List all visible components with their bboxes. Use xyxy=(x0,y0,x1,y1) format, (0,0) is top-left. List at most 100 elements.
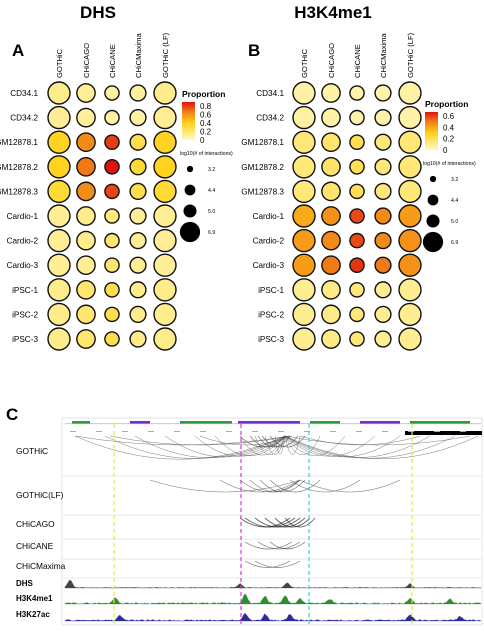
legend-color-title: Proportion xyxy=(182,89,225,99)
dot-cell xyxy=(374,281,392,299)
column-label: CHiCANE xyxy=(353,44,362,78)
dot-cell xyxy=(153,228,177,253)
color-tick: 0.4 xyxy=(200,119,212,128)
legend-h3k4me1: Proportion 0.6 0.4 0.2 0 log10(# of interacti… xyxy=(422,99,476,253)
color-tick: 0 xyxy=(443,146,448,155)
dot-cell xyxy=(374,182,392,201)
color-tick: 0.6 xyxy=(443,112,455,121)
color-ramp xyxy=(425,112,438,150)
dot-cell xyxy=(374,305,392,324)
size-key xyxy=(184,184,196,196)
column-label: CHiCAGO xyxy=(327,43,336,78)
dot-cell xyxy=(349,109,365,126)
color-tick: 0 xyxy=(200,136,205,145)
row-label: Cardio-2 xyxy=(7,237,39,246)
dot-cell xyxy=(129,281,147,299)
dot-cell xyxy=(76,329,96,349)
dot-cell xyxy=(104,232,120,249)
track-label: GOTHiC(LF) xyxy=(16,490,64,500)
ruler-tick xyxy=(200,431,206,432)
dot-cell xyxy=(321,304,341,325)
dot-cell xyxy=(104,208,120,224)
signal-label: H3K4me1 xyxy=(16,594,53,603)
dot-cell xyxy=(129,256,147,274)
dot-cell xyxy=(292,130,316,154)
dot-cell xyxy=(76,132,96,153)
legend-size-title: log10(# of interactions) xyxy=(423,161,476,167)
dot-cell xyxy=(129,158,147,176)
dotplot-dhs: GOTHiC CHiCAGO CHiCANE CHiCMaxima GOTHiC (LF… xyxy=(0,32,177,351)
dot-cell xyxy=(129,133,147,151)
dot-cell xyxy=(104,306,120,323)
column-label: GOTHiC (LF) xyxy=(406,32,415,78)
dot-cell xyxy=(321,156,341,177)
row-label: iPSC-3 xyxy=(258,335,284,344)
row-label: Cardio-3 xyxy=(7,261,39,270)
gene-block xyxy=(130,421,150,424)
column-label: CHiCMaxima xyxy=(379,33,388,78)
row-label: iPSC-3 xyxy=(12,335,38,344)
dot-cell xyxy=(292,155,316,179)
dot-cell xyxy=(76,230,96,251)
size-tick: 4.4 xyxy=(208,188,215,194)
interaction-arc xyxy=(299,479,401,493)
column-label: CHiCANE xyxy=(108,44,117,78)
row-label: iPSC-2 xyxy=(12,310,38,319)
dot-cell xyxy=(398,302,422,327)
dot-cell xyxy=(76,304,96,325)
dot-cell xyxy=(104,109,120,126)
dot-cell xyxy=(398,179,422,204)
dot-cell xyxy=(292,204,316,228)
color-tick: 0.6 xyxy=(200,111,212,120)
dot-cell xyxy=(47,302,71,327)
dot-cell xyxy=(398,278,422,302)
dot-cell xyxy=(349,257,365,274)
row-label: Cardio-1 xyxy=(253,212,285,221)
gene-block xyxy=(310,421,340,424)
dot-cell xyxy=(76,255,96,276)
browser-frame xyxy=(61,417,483,626)
ruler-tick xyxy=(330,431,336,432)
dot-cell xyxy=(374,256,392,274)
dot-cell xyxy=(321,279,341,300)
size-key xyxy=(427,194,439,206)
row-label: iPSC-1 xyxy=(258,286,284,295)
ruler-tick xyxy=(356,431,362,432)
track-label: GOTHiC xyxy=(16,446,48,456)
interaction-arc xyxy=(299,435,421,446)
signal-track xyxy=(64,579,482,589)
dot-cell xyxy=(398,81,422,105)
dot-cell xyxy=(321,329,341,349)
interaction-arc xyxy=(264,517,306,528)
gene-block xyxy=(180,421,232,424)
dot-cell xyxy=(129,305,147,324)
dot-cell xyxy=(349,331,365,347)
dot-cell xyxy=(153,327,177,351)
dot-cell xyxy=(374,133,392,151)
size-tick: 5.0 xyxy=(208,209,215,215)
dot-cell xyxy=(398,228,422,253)
dot-cell xyxy=(374,330,392,348)
dot-cell xyxy=(292,81,316,105)
dot-cell xyxy=(129,108,147,127)
interaction-arc xyxy=(284,435,301,455)
dot-cell xyxy=(104,281,120,298)
ruler-tick xyxy=(460,431,466,432)
column-label: GOTHiC xyxy=(300,48,309,78)
dot-cell xyxy=(398,155,422,179)
dot-cell xyxy=(104,134,120,150)
dot-cell xyxy=(374,84,392,102)
interaction-arc xyxy=(104,435,286,459)
row-label: GM12878.2 xyxy=(0,163,38,172)
dot-cell xyxy=(349,183,365,200)
dot-cell xyxy=(153,105,177,130)
interaction-arc xyxy=(254,560,301,568)
column-label: CHiCAGO xyxy=(82,43,91,78)
signal-tracks xyxy=(64,579,482,622)
dot-cell xyxy=(398,327,422,351)
color-tick: 0.8 xyxy=(200,102,212,111)
dot-cell xyxy=(321,181,341,202)
gene-block xyxy=(410,421,470,424)
dot-cell xyxy=(76,156,96,177)
dot-cell xyxy=(292,302,316,327)
